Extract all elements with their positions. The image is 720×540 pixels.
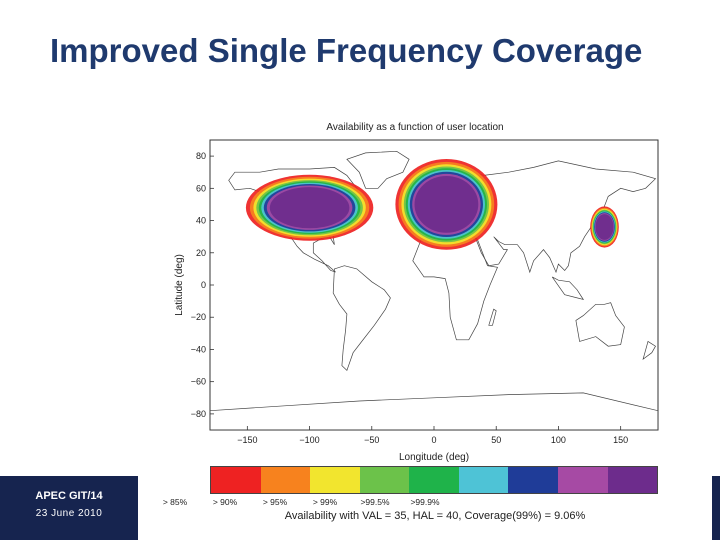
x-tick-label: −100 bbox=[299, 435, 319, 445]
y-tick-label: 20 bbox=[196, 248, 206, 258]
legend-label: > 90% bbox=[212, 497, 238, 507]
y-tick-label: −80 bbox=[191, 409, 206, 419]
x-tick-label: 150 bbox=[613, 435, 628, 445]
legend-label: >99.5% bbox=[360, 497, 390, 507]
slide-title: Improved Single Frequency Coverage bbox=[50, 32, 643, 69]
continent-indonesia bbox=[551, 276, 585, 301]
y-tick-label: 60 bbox=[196, 183, 206, 193]
x-tick-label: 100 bbox=[551, 435, 566, 445]
legend-swatch bbox=[409, 467, 459, 493]
legend-swatch bbox=[260, 467, 311, 493]
coverage-map: −150 −100 −50 0 50 100 150 80 60 40 20 0 −20 −40 −60 −8… bbox=[174, 139, 659, 463]
color-legend bbox=[210, 466, 660, 496]
legend-swatch bbox=[557, 467, 608, 493]
region-europe bbox=[395, 159, 498, 250]
axes: −150 −100 −50 0 50 100 150 80 60 40 20 0 −20 −40 −60 −8… bbox=[191, 151, 628, 445]
legend-label: >99.9% bbox=[410, 497, 440, 507]
x-axis-label: Longitude (deg) bbox=[399, 452, 469, 463]
region-north-america bbox=[245, 174, 374, 241]
footer-accent-bar bbox=[712, 476, 720, 540]
continent-south-america bbox=[332, 265, 391, 372]
y-tick-label: −40 bbox=[191, 344, 206, 354]
x-tick-label: 50 bbox=[491, 435, 501, 445]
y-tick-label: 80 bbox=[196, 151, 206, 161]
y-tick-label: −20 bbox=[191, 312, 206, 322]
continent-antarctica bbox=[210, 392, 658, 430]
x-tick-label: −150 bbox=[237, 435, 257, 445]
y-tick-label: 40 bbox=[196, 216, 206, 226]
continent-madagascar bbox=[488, 308, 497, 326]
legend-label: > 99% bbox=[312, 497, 338, 507]
footer-date: 23 June 2010 bbox=[35, 508, 103, 519]
coverage-regions bbox=[245, 159, 619, 250]
chart-title: Availability as a function of user locat… bbox=[326, 122, 504, 133]
coverage-band bbox=[414, 176, 479, 233]
legend-colorbar bbox=[210, 466, 658, 494]
footer-code: APEC GIT/14 bbox=[35, 490, 103, 502]
region-east-asia bbox=[590, 206, 619, 248]
y-axis-label: Latitude (deg) bbox=[174, 254, 185, 316]
continent-greenland bbox=[346, 150, 410, 189]
x-tick-label: 0 bbox=[431, 435, 436, 445]
y-tick-label: −60 bbox=[191, 377, 206, 387]
legend-label: > 85% bbox=[162, 497, 188, 507]
coverage-band bbox=[595, 214, 614, 240]
x-tick-label: −50 bbox=[364, 435, 379, 445]
continent-new-zealand bbox=[642, 340, 656, 360]
legend-swatch bbox=[310, 467, 360, 493]
legend-swatch bbox=[211, 467, 261, 493]
y-tick-label: 0 bbox=[201, 280, 206, 290]
legend-swatch bbox=[359, 467, 410, 493]
continent-australia bbox=[575, 302, 625, 347]
legend-swatch bbox=[607, 467, 658, 493]
coverage-band bbox=[269, 187, 350, 229]
coverage-summary: Availability with VAL = 35, HAL = 40, Co… bbox=[284, 510, 586, 522]
legend-swatch bbox=[508, 467, 558, 493]
legend-label: > 95% bbox=[262, 497, 288, 507]
footer-box: APEC GIT/14 23 June 2010 bbox=[0, 476, 138, 540]
coverage-figure: Availability as a function of user locat… bbox=[160, 118, 670, 468]
legend-swatch bbox=[458, 467, 509, 493]
